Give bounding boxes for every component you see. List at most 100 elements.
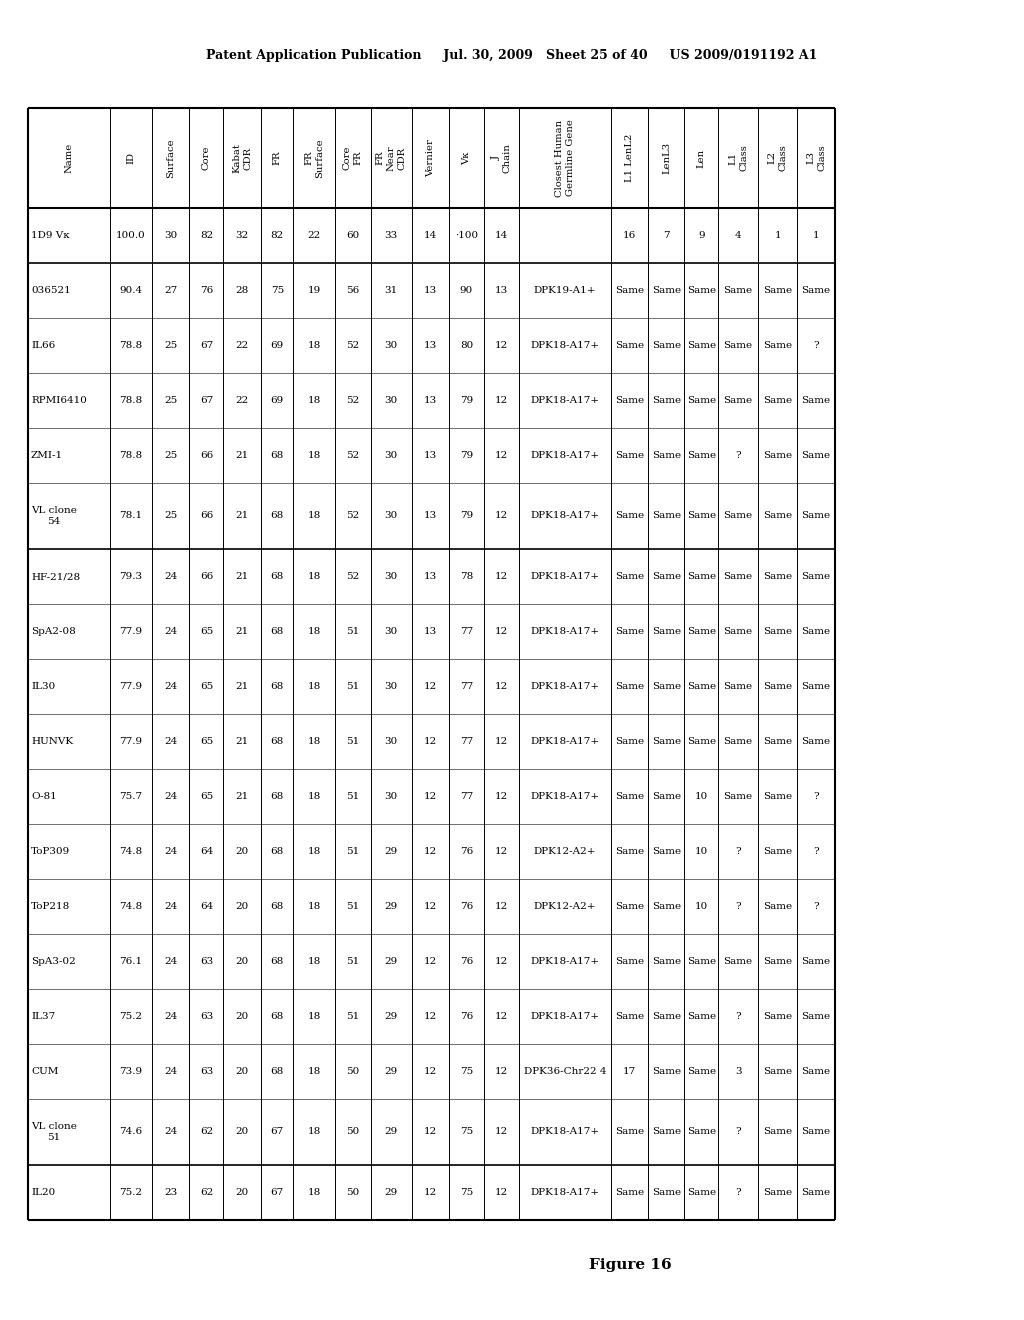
Text: DPK18-A17+: DPK18-A17+ [530, 737, 600, 746]
Text: 18: 18 [307, 511, 321, 520]
Text: L3
Class: L3 Class [806, 145, 826, 172]
Text: 18: 18 [307, 1188, 321, 1197]
Text: 76: 76 [460, 847, 473, 855]
Text: Len: Len [697, 148, 706, 168]
Text: 77: 77 [460, 627, 473, 636]
Text: Same: Same [652, 1067, 681, 1076]
Text: 18: 18 [307, 957, 321, 966]
Text: 69: 69 [270, 341, 284, 350]
Text: 77.9: 77.9 [120, 682, 142, 690]
Text: 74.8: 74.8 [120, 902, 142, 911]
Text: 25: 25 [164, 451, 177, 459]
Text: 12: 12 [495, 902, 508, 911]
Text: DPK18-A17+: DPK18-A17+ [530, 682, 600, 690]
Text: 29: 29 [385, 957, 397, 966]
Text: 63: 63 [200, 957, 213, 966]
Text: 33: 33 [385, 231, 397, 240]
Text: 29: 29 [385, 1188, 397, 1197]
Text: 12: 12 [424, 847, 437, 855]
Text: 68: 68 [270, 1067, 284, 1076]
Text: 24: 24 [164, 627, 177, 636]
Text: 30: 30 [164, 231, 177, 240]
Text: 12: 12 [495, 847, 508, 855]
Text: 79.3: 79.3 [120, 572, 142, 581]
Text: 13: 13 [424, 572, 437, 581]
Text: 76: 76 [460, 957, 473, 966]
Text: Same: Same [802, 511, 830, 520]
Text: 12: 12 [424, 682, 437, 690]
Text: 14: 14 [424, 231, 437, 240]
Text: Same: Same [763, 511, 793, 520]
Text: 17: 17 [623, 1067, 636, 1076]
Text: Same: Same [652, 511, 681, 520]
Text: 30: 30 [385, 396, 397, 405]
Text: 18: 18 [307, 682, 321, 690]
Text: Same: Same [615, 572, 644, 581]
Text: 77.9: 77.9 [120, 627, 142, 636]
Text: 12: 12 [424, 957, 437, 966]
Text: 10: 10 [694, 902, 708, 911]
Text: 22: 22 [236, 396, 249, 405]
Text: 79: 79 [460, 396, 473, 405]
Text: IL20: IL20 [31, 1188, 55, 1197]
Text: 14: 14 [495, 231, 508, 240]
Text: Same: Same [652, 737, 681, 746]
Text: Same: Same [615, 396, 644, 405]
Text: Same: Same [763, 902, 793, 911]
Text: 31: 31 [385, 286, 397, 294]
Text: L1
Class: L1 Class [728, 145, 749, 172]
Text: Same: Same [615, 902, 644, 911]
Text: O-81: O-81 [31, 792, 56, 801]
Text: ·100: ·100 [455, 231, 478, 240]
Text: L1 LenL2: L1 LenL2 [626, 133, 634, 182]
Text: 78.8: 78.8 [120, 341, 142, 350]
Text: Same: Same [652, 286, 681, 294]
Text: 24: 24 [164, 847, 177, 855]
Text: DPK18-A17+: DPK18-A17+ [530, 451, 600, 459]
Text: 25: 25 [164, 396, 177, 405]
Text: 12: 12 [495, 1067, 508, 1076]
Text: 51: 51 [346, 627, 359, 636]
Text: 12: 12 [495, 682, 508, 690]
Text: 30: 30 [385, 572, 397, 581]
Text: 13: 13 [424, 286, 437, 294]
Text: Same: Same [763, 627, 793, 636]
Text: 51: 51 [346, 737, 359, 746]
Text: 52: 52 [346, 511, 359, 520]
Text: 23: 23 [164, 1188, 177, 1197]
Text: CUM: CUM [31, 1067, 58, 1076]
Text: 24: 24 [164, 957, 177, 966]
Text: ?: ? [735, 1188, 741, 1197]
Text: L2
Class: L2 Class [768, 145, 787, 172]
Text: Same: Same [687, 737, 716, 746]
Text: 29: 29 [385, 902, 397, 911]
Text: 29: 29 [385, 1067, 397, 1076]
Text: Same: Same [687, 396, 716, 405]
Text: 30: 30 [385, 511, 397, 520]
Text: Closest Human
Germline Gene: Closest Human Germline Gene [555, 119, 575, 197]
Text: 68: 68 [270, 627, 284, 636]
Text: Same: Same [615, 957, 644, 966]
Text: Same: Same [615, 792, 644, 801]
Text: DPK18-A17+: DPK18-A17+ [530, 957, 600, 966]
Text: HUNVK: HUNVK [31, 737, 73, 746]
Text: DPK18-A17+: DPK18-A17+ [530, 1188, 600, 1197]
Text: Same: Same [802, 957, 830, 966]
Text: 62: 62 [200, 1127, 213, 1137]
Text: FR
Near
CDR: FR Near CDR [376, 145, 407, 170]
Text: ?: ? [735, 902, 741, 911]
Text: 75.7: 75.7 [120, 792, 142, 801]
Text: 4: 4 [735, 231, 741, 240]
Text: 1D9 Vκ: 1D9 Vκ [31, 231, 70, 240]
Text: 79: 79 [460, 511, 473, 520]
Text: 21: 21 [236, 682, 249, 690]
Text: 12: 12 [495, 572, 508, 581]
Text: 66: 66 [200, 572, 213, 581]
Text: 12: 12 [495, 627, 508, 636]
Text: Same: Same [724, 341, 753, 350]
Text: 63: 63 [200, 1067, 213, 1076]
Text: 50: 50 [346, 1188, 359, 1197]
Text: VL clone
54: VL clone 54 [31, 507, 77, 525]
Text: 18: 18 [307, 902, 321, 911]
Text: 25: 25 [164, 341, 177, 350]
